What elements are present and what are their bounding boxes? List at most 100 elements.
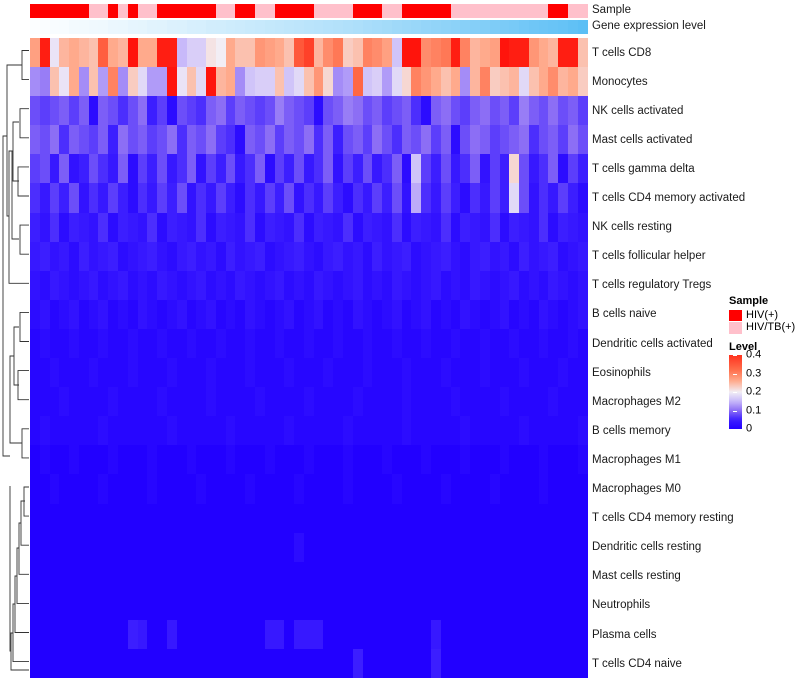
heatmap-cell xyxy=(440,445,451,475)
gene-expression-annotation-cell xyxy=(323,20,334,34)
heatmap-cell xyxy=(215,154,226,184)
legend-item-hiv-tb[interactable]: HIV/TB(+) xyxy=(729,322,795,335)
gene-expression-annotation-cell xyxy=(254,20,265,34)
heatmap-cell xyxy=(186,241,197,271)
heatmap-cell xyxy=(519,416,529,446)
heatmap-cell xyxy=(343,67,353,97)
heatmap-cell xyxy=(343,270,353,300)
heatmap-cell xyxy=(382,503,392,533)
heatmap-cell xyxy=(499,619,510,649)
heatmap-cell xyxy=(166,154,177,184)
heatmap-cell xyxy=(264,358,275,388)
heatmap-cell xyxy=(245,154,255,184)
heatmap-cell xyxy=(157,619,167,649)
heatmap-cell xyxy=(333,503,343,533)
heatmap-cell xyxy=(470,532,480,562)
heatmap-cell xyxy=(577,619,588,649)
heatmap-cell xyxy=(577,67,588,97)
heatmap-cell xyxy=(176,96,187,126)
heatmap-cell xyxy=(303,590,314,620)
heatmap-cell xyxy=(431,619,441,649)
sample-annotation-cell xyxy=(225,4,236,18)
heatmap-cell xyxy=(108,241,119,271)
heatmap-cell xyxy=(59,67,70,97)
heatmap-cell xyxy=(333,619,343,649)
heatmap-cell xyxy=(479,154,490,184)
heatmap-cell xyxy=(558,38,568,68)
heatmap-cell xyxy=(39,590,50,620)
gene-expression-annotation-cell xyxy=(108,20,119,34)
gene-expression-annotation-cell xyxy=(78,20,89,34)
heatmap-cell xyxy=(479,270,490,300)
heatmap-cell xyxy=(78,416,89,446)
heatmap-cell xyxy=(421,474,432,504)
heatmap-cell xyxy=(509,96,520,126)
heatmap-cell xyxy=(225,241,236,271)
heatmap-cell xyxy=(313,445,324,475)
heatmap-cell xyxy=(548,416,559,446)
heatmap-cell xyxy=(343,358,353,388)
heatmap-cell xyxy=(548,38,559,68)
heatmap-cell xyxy=(30,387,40,417)
heatmap-cell xyxy=(30,125,40,155)
heatmap-cell xyxy=(98,532,109,562)
heatmap-cell xyxy=(215,387,226,417)
heatmap-cell xyxy=(538,96,549,126)
heatmap-cell xyxy=(69,416,79,446)
heatmap-cell xyxy=(352,96,363,126)
heatmap-cell xyxy=(274,503,285,533)
heatmap-cell xyxy=(294,154,304,184)
heatmap-cell xyxy=(470,328,480,359)
heatmap-cell xyxy=(460,532,471,562)
heatmap-cell xyxy=(196,299,207,329)
heatmap-cell xyxy=(274,299,285,329)
heatmap-cell xyxy=(59,125,70,155)
heatmap-cell xyxy=(294,387,304,417)
heatmap-cell xyxy=(577,96,588,126)
legend-item-hiv[interactable]: HIV(+) xyxy=(729,309,795,322)
legend-sample-title: Sample xyxy=(729,295,769,307)
heatmap-cell xyxy=(215,416,226,446)
heatmap-cell xyxy=(450,270,461,300)
heatmap-cell xyxy=(88,270,99,300)
heatmap-cell xyxy=(166,503,177,533)
heatmap-cell xyxy=(206,328,216,359)
sample-annotation-cell xyxy=(78,4,89,18)
heatmap-cell xyxy=(499,154,510,184)
heatmap-cell xyxy=(127,358,138,388)
heatmap-cell xyxy=(313,619,324,649)
heatmap-cell xyxy=(39,67,50,97)
heatmap-cell xyxy=(108,125,119,155)
heatmap-cell xyxy=(127,241,138,271)
heatmap-cell xyxy=(519,561,529,591)
sample-annotation-cell xyxy=(176,4,187,18)
heatmap-cell xyxy=(431,96,441,126)
heatmap-cell xyxy=(294,270,304,300)
heatmap-cell xyxy=(450,590,461,620)
heatmap-cell xyxy=(39,387,50,417)
heatmap-cell xyxy=(235,619,246,649)
heatmap-cell xyxy=(88,532,99,562)
heatmap-cell xyxy=(206,561,216,591)
heatmap-cell xyxy=(577,154,588,184)
heatmap-cell xyxy=(333,299,343,329)
heatmap-cell xyxy=(254,532,265,562)
heatmap-cell xyxy=(333,154,343,184)
heatmap-cell xyxy=(372,299,383,329)
heatmap-cell xyxy=(303,416,314,446)
heatmap-cell xyxy=(59,387,70,417)
heatmap-cell xyxy=(147,416,158,446)
row-label: Neutrophils xyxy=(592,599,651,612)
heatmap-cell xyxy=(558,416,568,446)
heatmap-cell xyxy=(254,212,265,242)
heatmap-cell xyxy=(323,503,334,533)
heatmap-cell xyxy=(470,270,480,300)
heatmap-cell xyxy=(489,648,500,679)
heatmap-cell xyxy=(264,648,275,679)
heatmap-cell xyxy=(196,241,207,271)
row-label: Mast cells activated xyxy=(592,133,693,146)
heatmap-cell xyxy=(431,154,441,184)
heatmap-cell xyxy=(166,561,177,591)
heatmap-cell xyxy=(450,67,461,97)
heatmap-cell xyxy=(421,154,432,184)
